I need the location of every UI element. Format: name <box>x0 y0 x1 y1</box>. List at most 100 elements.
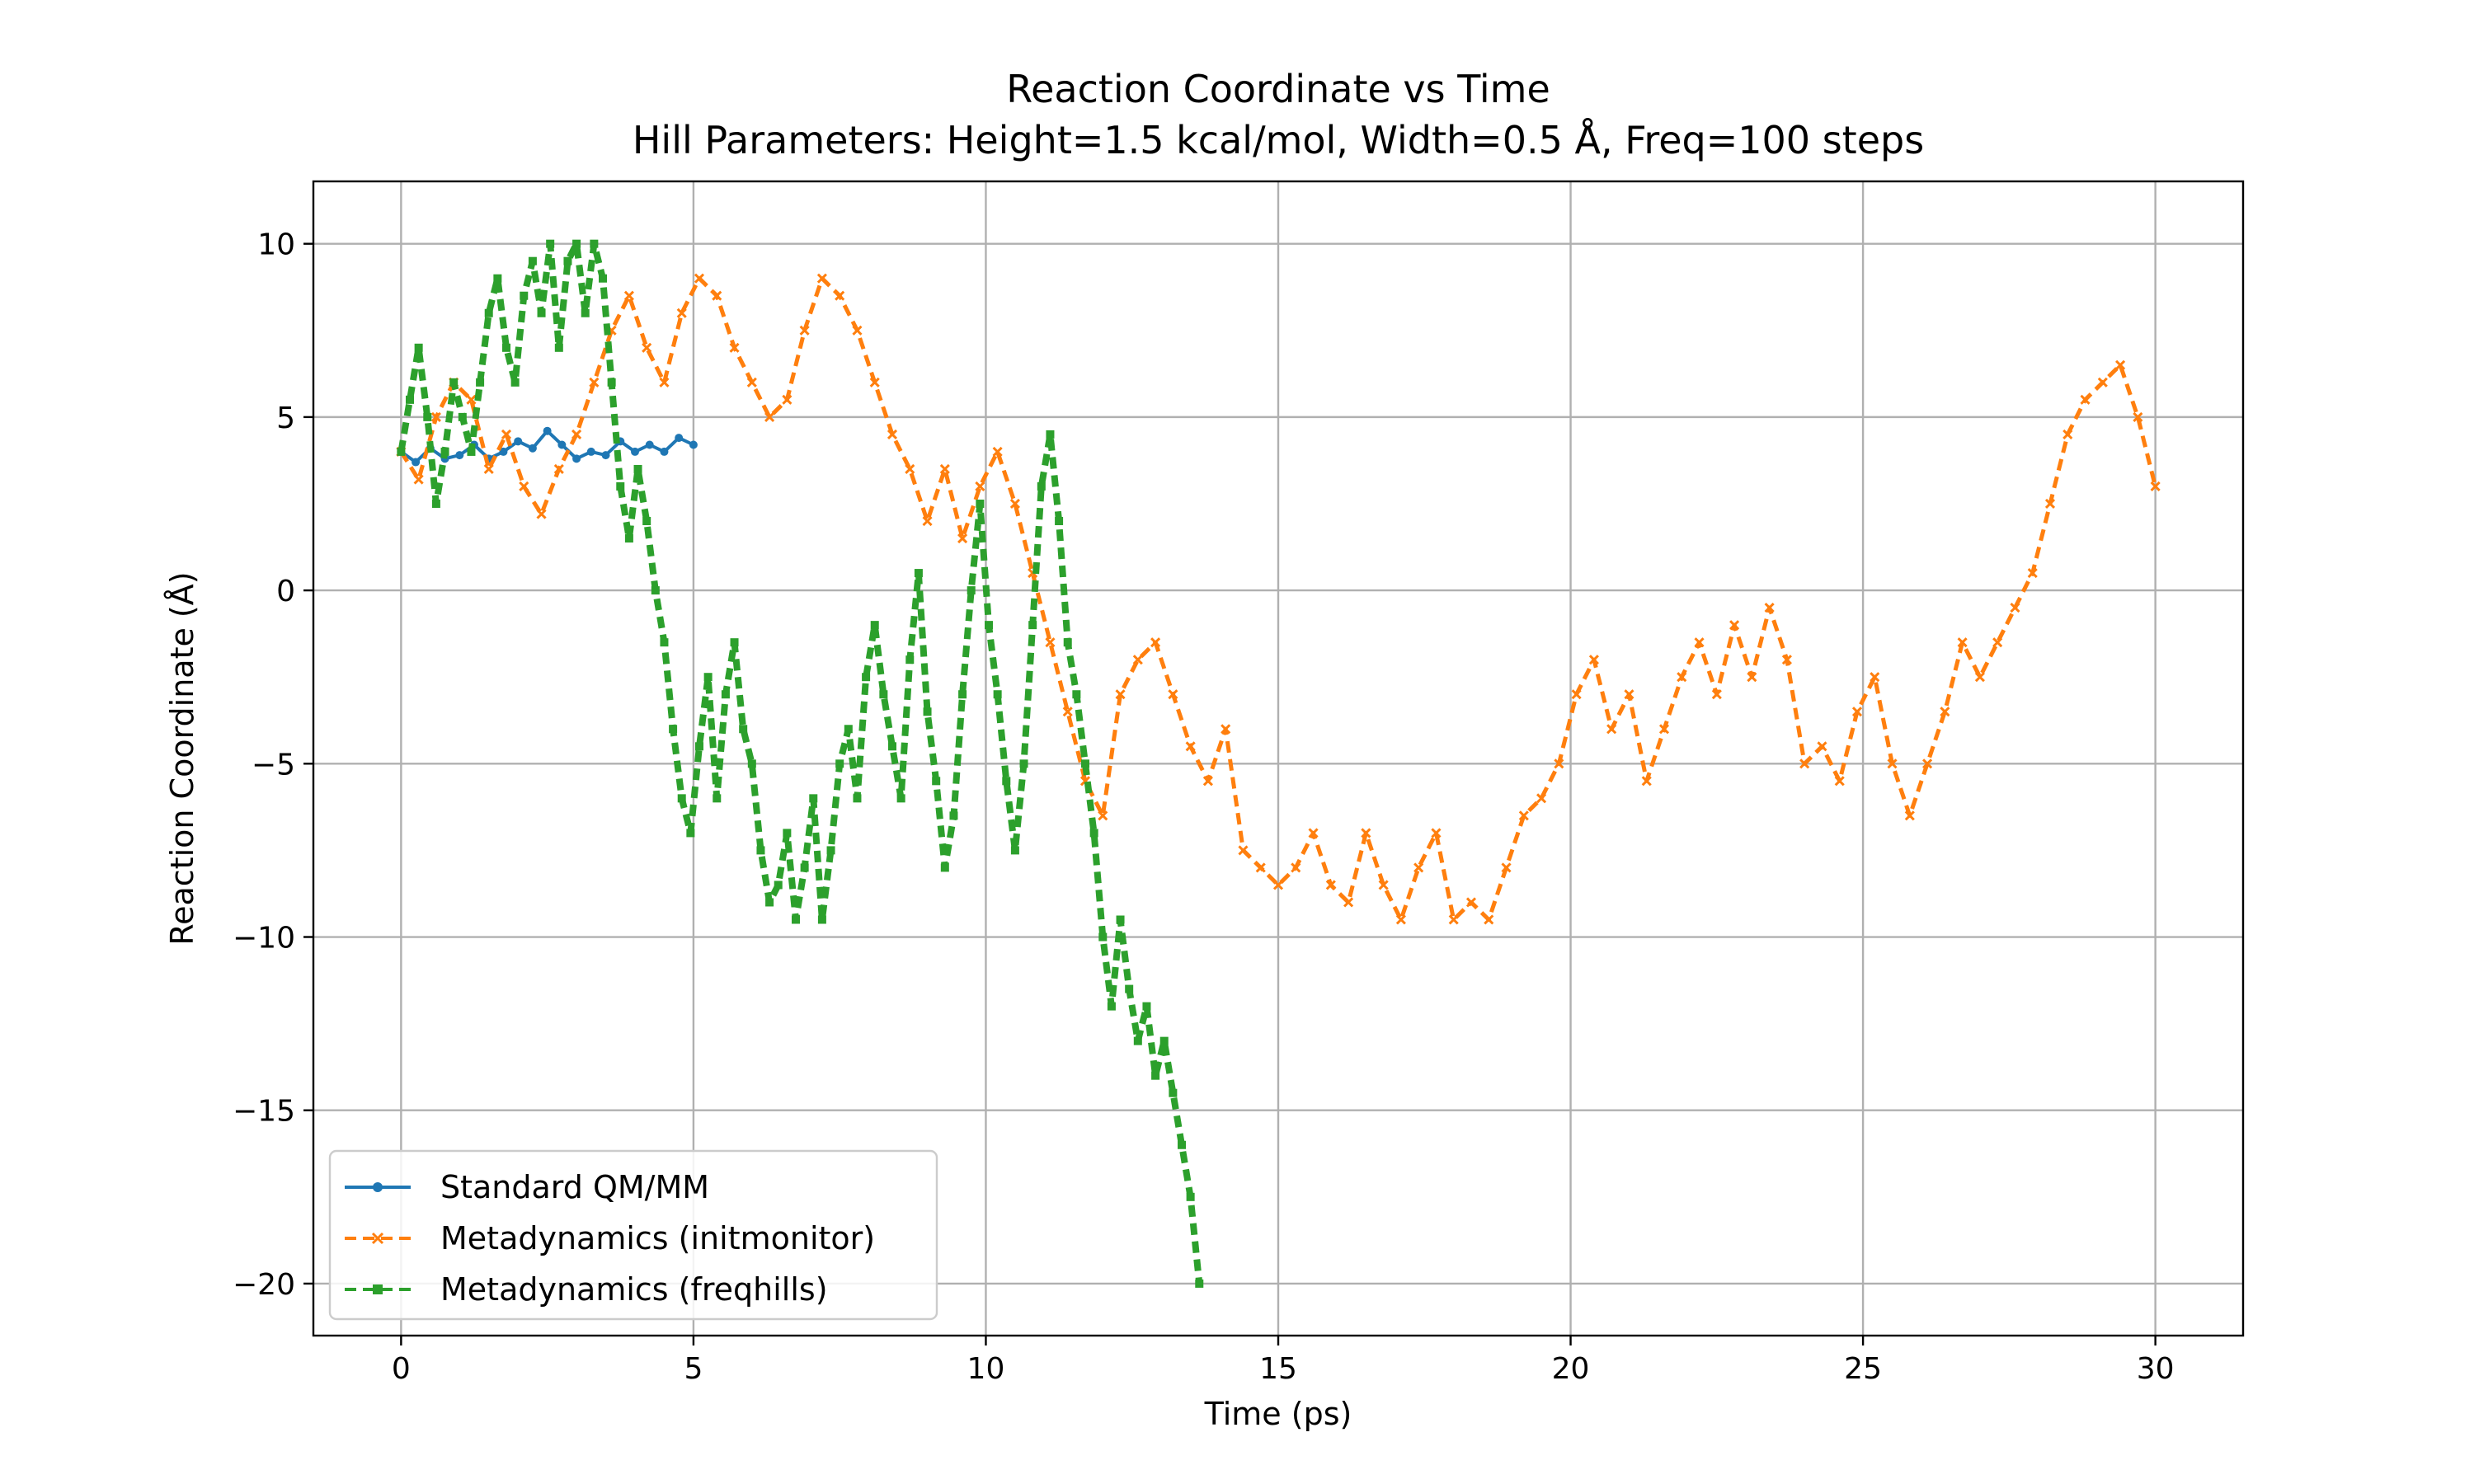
series-point <box>1195 1279 1204 1288</box>
series-point <box>1501 862 1512 873</box>
series-point <box>642 517 651 526</box>
series-point <box>703 673 713 682</box>
series-point <box>501 429 512 439</box>
series-point <box>590 239 599 248</box>
series-point <box>1308 828 1319 838</box>
series-point <box>1729 620 1740 631</box>
series-point <box>1571 689 1582 700</box>
series-point <box>1010 846 1019 855</box>
legend-label: Standard QM/MM <box>440 1169 709 1205</box>
y-tick-label: −10 <box>233 922 295 956</box>
x-tick-label: 25 <box>1844 1352 1882 1386</box>
series-point <box>483 463 494 475</box>
series-point <box>1045 637 1056 648</box>
series-point <box>870 621 879 630</box>
series-point <box>510 378 520 387</box>
series-point <box>1098 810 1108 821</box>
series-point <box>2115 359 2126 370</box>
series-point <box>1072 690 1081 699</box>
series-point <box>1799 758 1810 769</box>
series-point <box>1055 517 1064 526</box>
series-point <box>660 447 669 456</box>
series-point <box>607 378 616 387</box>
series-point <box>413 474 424 485</box>
series-point <box>853 794 862 803</box>
series-point <box>1115 689 1126 700</box>
series-point <box>537 308 546 317</box>
x-tick-label: 30 <box>2137 1352 2175 1386</box>
grid-lines <box>313 181 2243 1336</box>
series-point <box>1711 689 1722 700</box>
series-point <box>1606 724 1617 735</box>
series-line <box>397 240 1203 1284</box>
series-3 <box>397 239 1204 1288</box>
series-point <box>1221 724 1231 735</box>
series-point <box>765 898 774 907</box>
series-point <box>1125 984 1134 993</box>
series-point <box>373 1182 383 1192</box>
series-point <box>458 412 467 421</box>
series-2 <box>396 273 2161 925</box>
series-point <box>2010 603 2020 613</box>
series-point <box>430 411 441 422</box>
series-point <box>1834 776 1845 787</box>
series-point <box>975 481 985 492</box>
series-point <box>1002 777 1011 786</box>
series-point <box>816 273 827 284</box>
series-point <box>563 256 572 265</box>
series-point <box>721 690 730 699</box>
series-point <box>1624 689 1634 700</box>
series-point <box>949 811 958 820</box>
series-point <box>1343 897 1354 908</box>
series-point <box>993 690 1002 699</box>
legend: Standard QM/MM Metadynamics (initmonitor)… <box>328 1149 938 1321</box>
x-tick-label: 10 <box>967 1352 1005 1386</box>
series-point <box>467 447 476 456</box>
series-point <box>543 426 552 435</box>
series-point <box>729 342 740 353</box>
series-point <box>1413 862 1424 873</box>
series-point <box>675 434 684 443</box>
series-point <box>599 274 607 283</box>
series-point <box>1202 776 1213 787</box>
series-point <box>520 291 529 300</box>
series-point <box>835 290 845 301</box>
series-point <box>844 725 853 734</box>
series-point <box>1132 655 1143 665</box>
series-point <box>1098 932 1108 942</box>
series-point <box>528 444 537 453</box>
series-point <box>1046 430 1055 439</box>
series-point <box>1186 1192 1195 1201</box>
series-point <box>371 1232 384 1245</box>
series-point <box>713 794 722 803</box>
series-point <box>896 794 905 803</box>
series-point <box>572 454 581 463</box>
series-point <box>1168 689 1178 700</box>
series-point <box>1677 672 1687 683</box>
series-point <box>519 481 529 492</box>
legend-label: Metadynamics (freqhills) <box>440 1271 828 1308</box>
series-point <box>800 863 809 872</box>
y-tick-label: 10 <box>257 228 295 262</box>
y-tick-label: −5 <box>252 748 295 782</box>
series-point <box>1159 1036 1169 1045</box>
series-point <box>1940 707 1950 717</box>
series-point <box>499 447 508 456</box>
series-point <box>967 586 976 595</box>
series-point <box>1817 741 1827 752</box>
series-point <box>659 377 670 387</box>
series-point <box>528 256 537 265</box>
series-point <box>1974 672 1985 683</box>
series-point <box>817 915 826 924</box>
series-point <box>869 377 880 387</box>
series-point <box>493 274 502 283</box>
series-point <box>484 308 493 317</box>
series-point <box>1904 810 1915 821</box>
series-point <box>1063 638 1072 647</box>
y-tick-label: 0 <box>276 575 295 608</box>
series-point <box>1081 759 1089 768</box>
series-point <box>631 447 639 456</box>
series-point <box>1150 637 1161 648</box>
series-point <box>1554 758 1564 769</box>
legend-entries: Standard QM/MM Metadynamics (initmonitor)… <box>345 1169 875 1308</box>
